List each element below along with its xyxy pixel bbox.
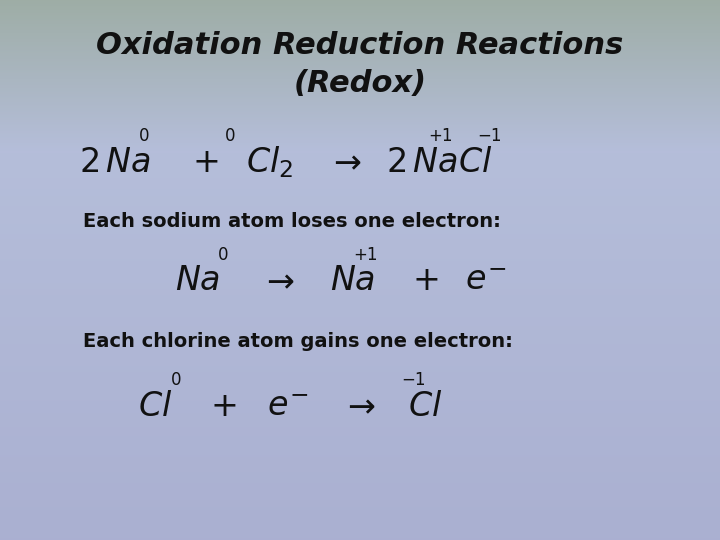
Text: +1: +1 <box>428 127 453 145</box>
Text: (Redox): (Redox) <box>294 69 426 98</box>
Text: $\rightarrow$: $\rightarrow$ <box>327 145 361 179</box>
Text: 0: 0 <box>225 127 235 145</box>
Text: $e^{-}$: $e^{-}$ <box>267 389 309 423</box>
Text: $Cl_2$: $Cl_2$ <box>246 144 294 180</box>
Text: Each chlorine atom gains one electron:: Each chlorine atom gains one electron: <box>83 332 513 351</box>
Text: 0: 0 <box>218 246 228 264</box>
Text: −1: −1 <box>402 371 426 389</box>
Text: Oxidation Reduction Reactions: Oxidation Reduction Reactions <box>96 31 624 60</box>
Text: +1: +1 <box>354 246 378 264</box>
Text: $Na$: $Na$ <box>176 264 220 298</box>
Text: 0: 0 <box>171 371 181 389</box>
Text: $Cl$: $Cl$ <box>138 389 172 423</box>
Text: 0: 0 <box>139 127 149 145</box>
Text: $+$: $+$ <box>412 264 438 298</box>
Text: $+$: $+$ <box>192 145 218 179</box>
Text: $2\,Na$: $2\,Na$ <box>79 145 151 179</box>
Text: $+$: $+$ <box>210 389 236 423</box>
Text: Each sodium atom loses one electron:: Each sodium atom loses one electron: <box>83 212 500 231</box>
Text: $Cl$: $Cl$ <box>408 389 442 423</box>
Text: $e^{-}$: $e^{-}$ <box>465 264 507 298</box>
Text: $2\,NaCl$: $2\,NaCl$ <box>386 145 492 179</box>
Text: $\rightarrow$: $\rightarrow$ <box>341 389 376 423</box>
Text: $Na$: $Na$ <box>330 264 375 298</box>
Text: $\rightarrow$: $\rightarrow$ <box>260 264 294 298</box>
Text: −1: −1 <box>477 127 502 145</box>
